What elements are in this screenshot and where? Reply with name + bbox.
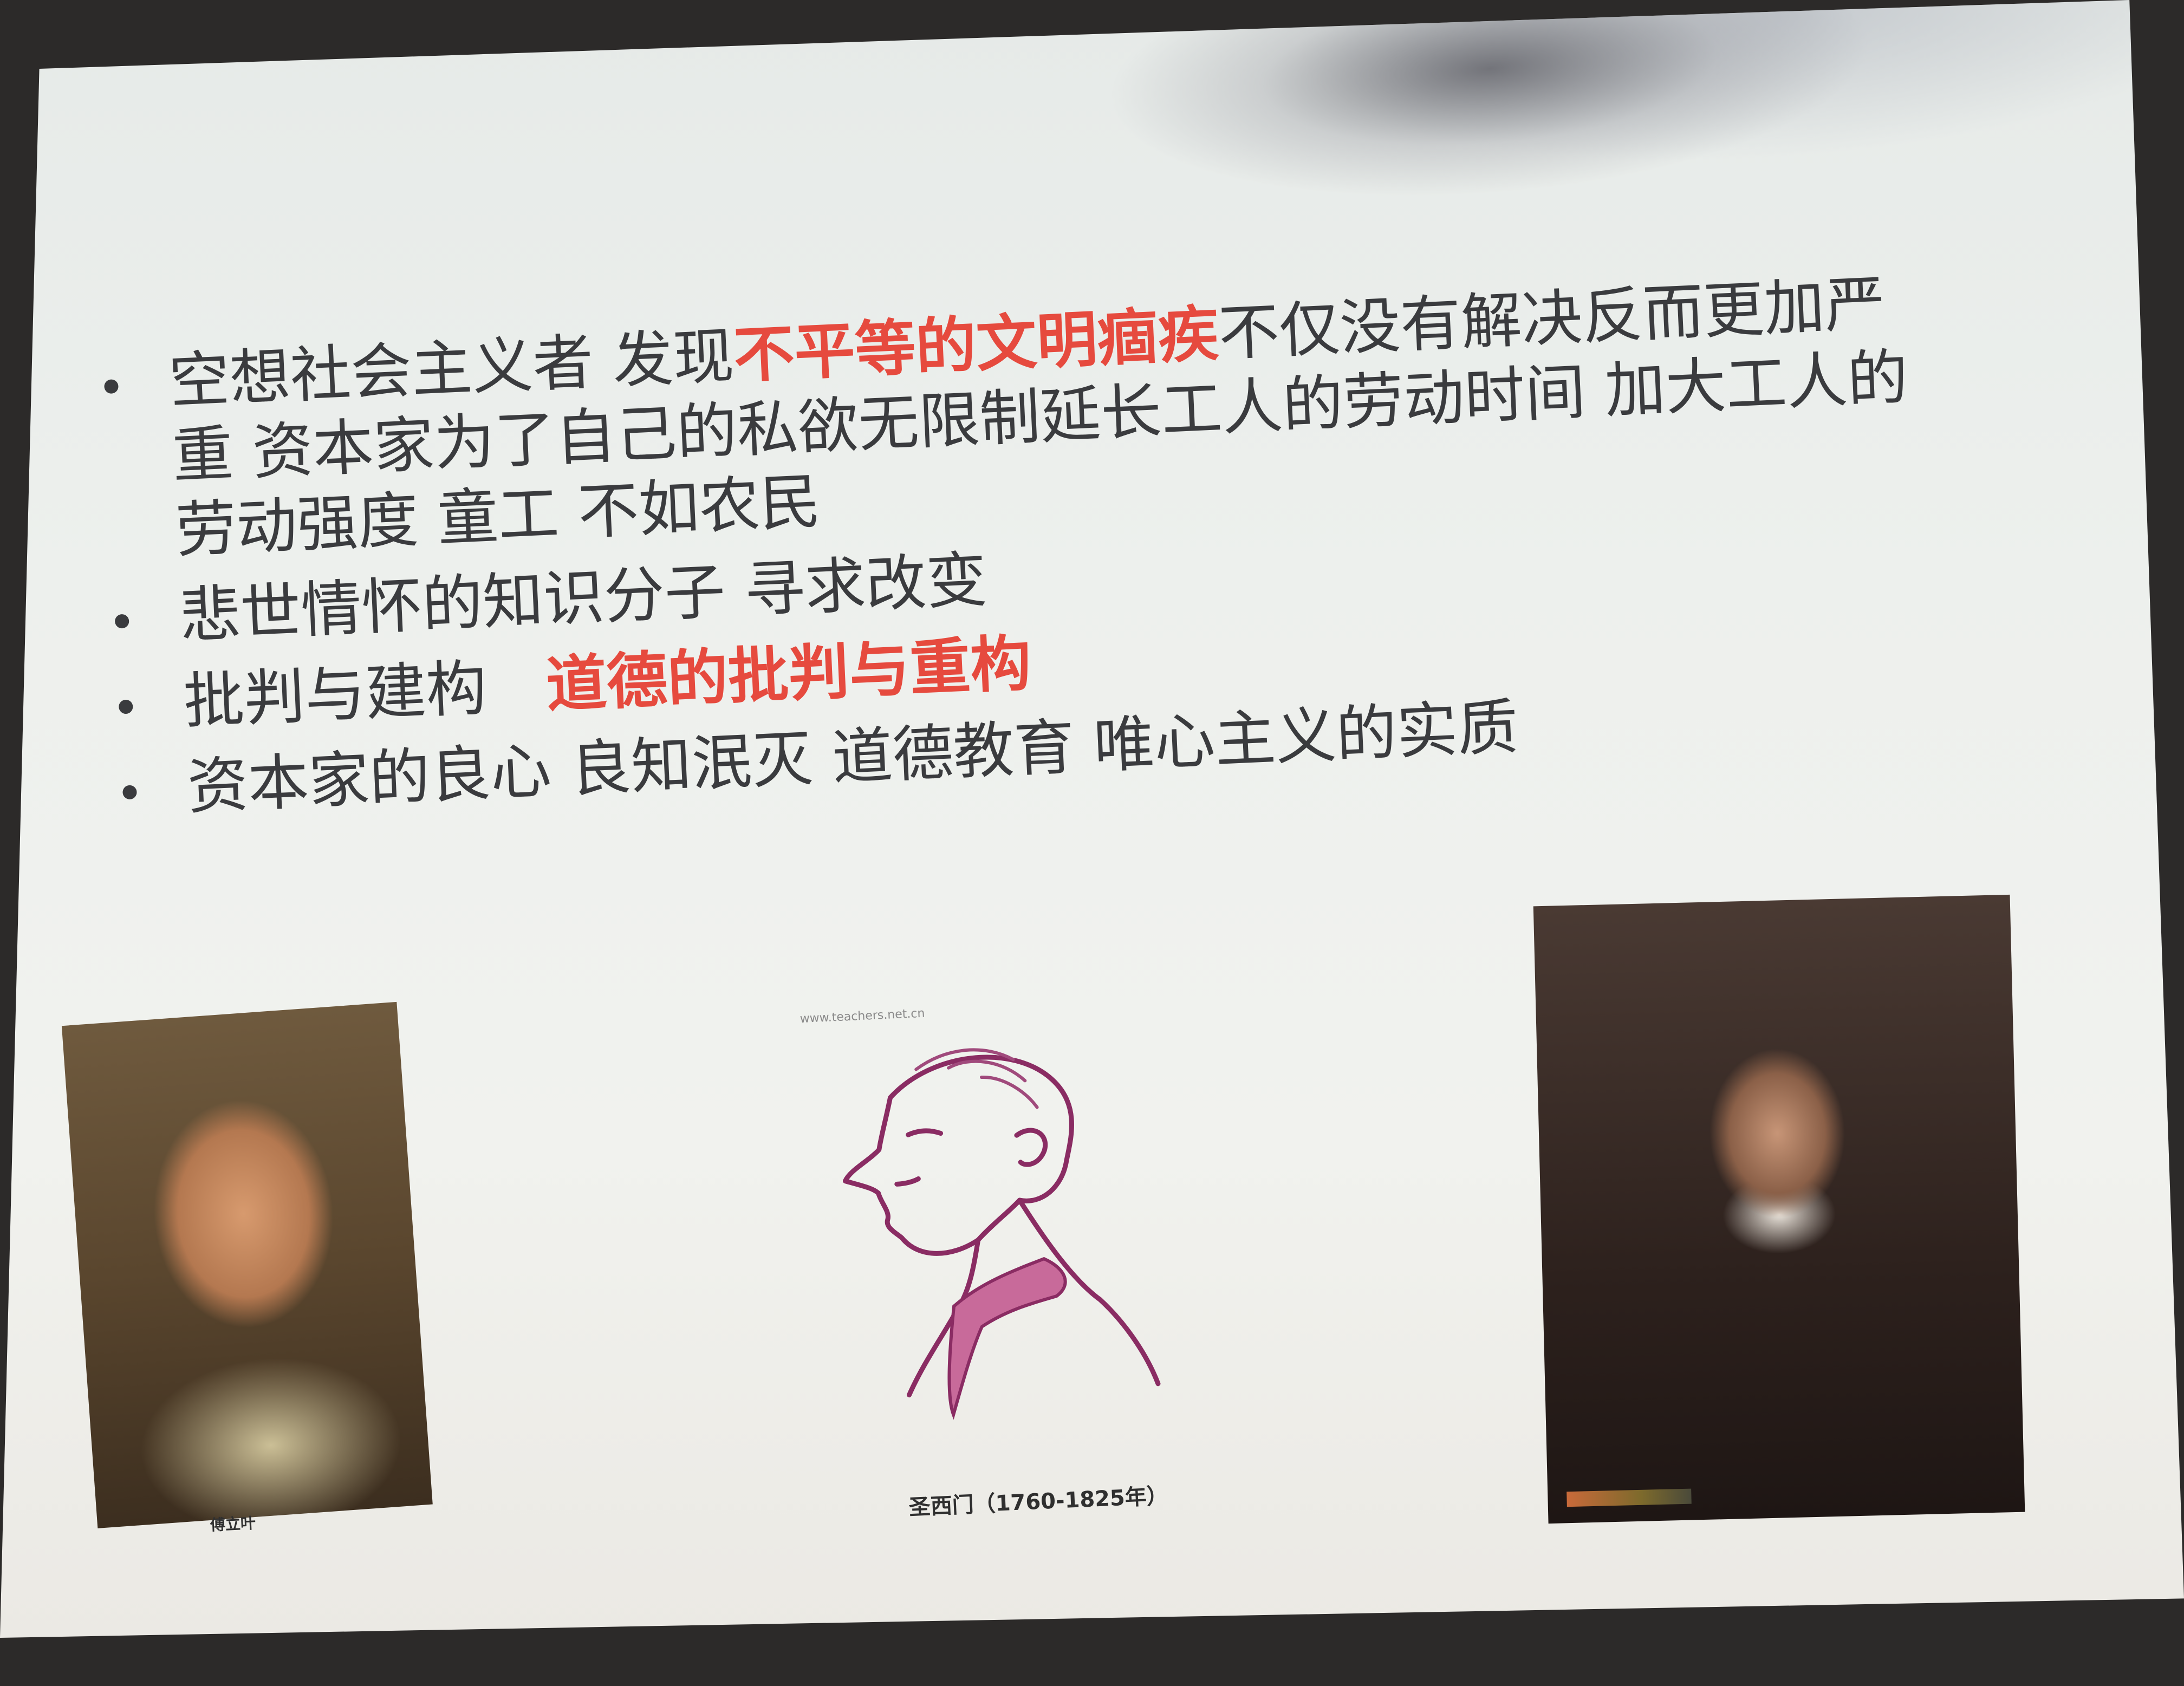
portrait-caption: 傅立叶: [210, 1514, 256, 1534]
owen-portrait: [1533, 894, 2025, 1524]
signature-mark: [1566, 1488, 1692, 1507]
bullet-list: 空想社会主义者 发现不平等的文明痼疾不仅没有解决反而更加严重 资本家为了自己的私…: [102, 264, 1965, 838]
portrait-caption: 圣西门（1760-1825年）: [908, 1483, 1169, 1520]
bullet-text: 批判与建构: [182, 653, 489, 738]
fourier-portrait: [61, 1001, 433, 1528]
saint-simon-sketch: [842, 1048, 1161, 1420]
projection-screen: 空想社会主义者 发现不平等的文明痼疾不仅没有解决反而更加严重 资本家为了自己的私…: [0, 0, 2184, 1638]
highlight-text: 道德的批判与重构: [544, 628, 1033, 721]
